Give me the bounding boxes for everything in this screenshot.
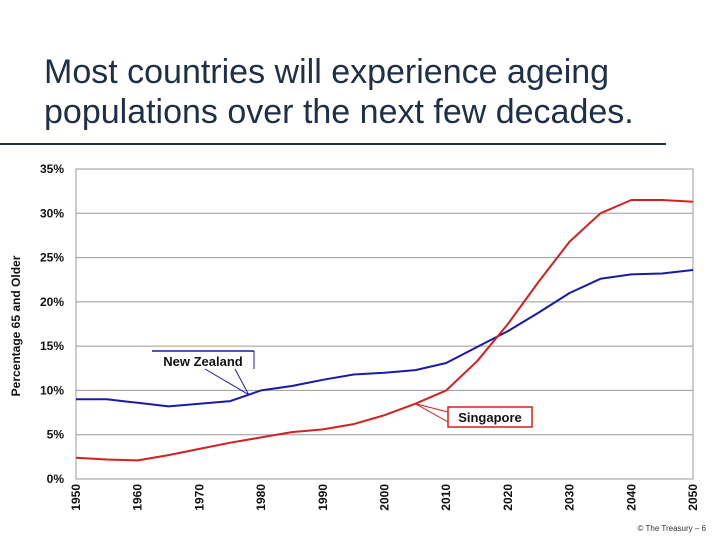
singapore-callout-label: Singapore bbox=[458, 410, 522, 425]
y-tick-label: 10% bbox=[40, 383, 64, 397]
new-zealand-leader-line bbox=[234, 368, 250, 395]
singapore-leader-line bbox=[415, 403, 449, 423]
series-line-singapore bbox=[75, 199, 694, 462]
x-tick-label: 1970 bbox=[192, 484, 206, 511]
y-axis-label: Percentage 65 and Older bbox=[9, 255, 23, 396]
x-tick-label: 2040 bbox=[624, 484, 638, 511]
title-rule bbox=[0, 143, 666, 145]
singapore-leader-line bbox=[415, 403, 449, 413]
y-tick-label: 20% bbox=[40, 295, 64, 309]
y-tick-label: 30% bbox=[40, 206, 64, 220]
footer-copyright: © The Treasury – 6 bbox=[637, 524, 706, 533]
y-tick-label: 5% bbox=[47, 428, 65, 442]
x-tick-label: 1980 bbox=[254, 484, 268, 511]
x-tick-label: 1950 bbox=[69, 484, 83, 511]
title-line-2: populations over the next few decades. bbox=[44, 93, 634, 131]
x-tick-label: 2000 bbox=[378, 484, 392, 511]
x-tick-label: 2020 bbox=[501, 484, 515, 511]
x-tick-label: 1960 bbox=[131, 484, 145, 511]
y-tick-label: 0% bbox=[47, 472, 65, 486]
line-chart: 0% 5% 10% 15% 20% 25% 30% 35% 1950 1960 1970 1980 19… bbox=[9, 162, 700, 511]
new-zealand-leader-line bbox=[204, 368, 250, 396]
title-line-1: Most countries will experience ageing bbox=[44, 53, 610, 91]
y-tick-label: 35% bbox=[40, 162, 64, 176]
x-tick-label: 2050 bbox=[686, 484, 700, 511]
singapore-callout-box bbox=[447, 406, 533, 428]
y-tick-label: 15% bbox=[40, 339, 64, 353]
series-line-new-zealand bbox=[76, 269, 694, 408]
slide-title: Most countries will experience ageing po… bbox=[44, 52, 704, 132]
x-tick-label: 2030 bbox=[563, 484, 577, 511]
new-zealand-callout-label: New Zealand bbox=[163, 354, 243, 369]
x-tick-label: 1990 bbox=[316, 484, 330, 511]
x-tick-label: 2010 bbox=[439, 484, 453, 511]
y-tick-label: 25% bbox=[40, 251, 64, 265]
plot-area-frame bbox=[75, 168, 694, 480]
